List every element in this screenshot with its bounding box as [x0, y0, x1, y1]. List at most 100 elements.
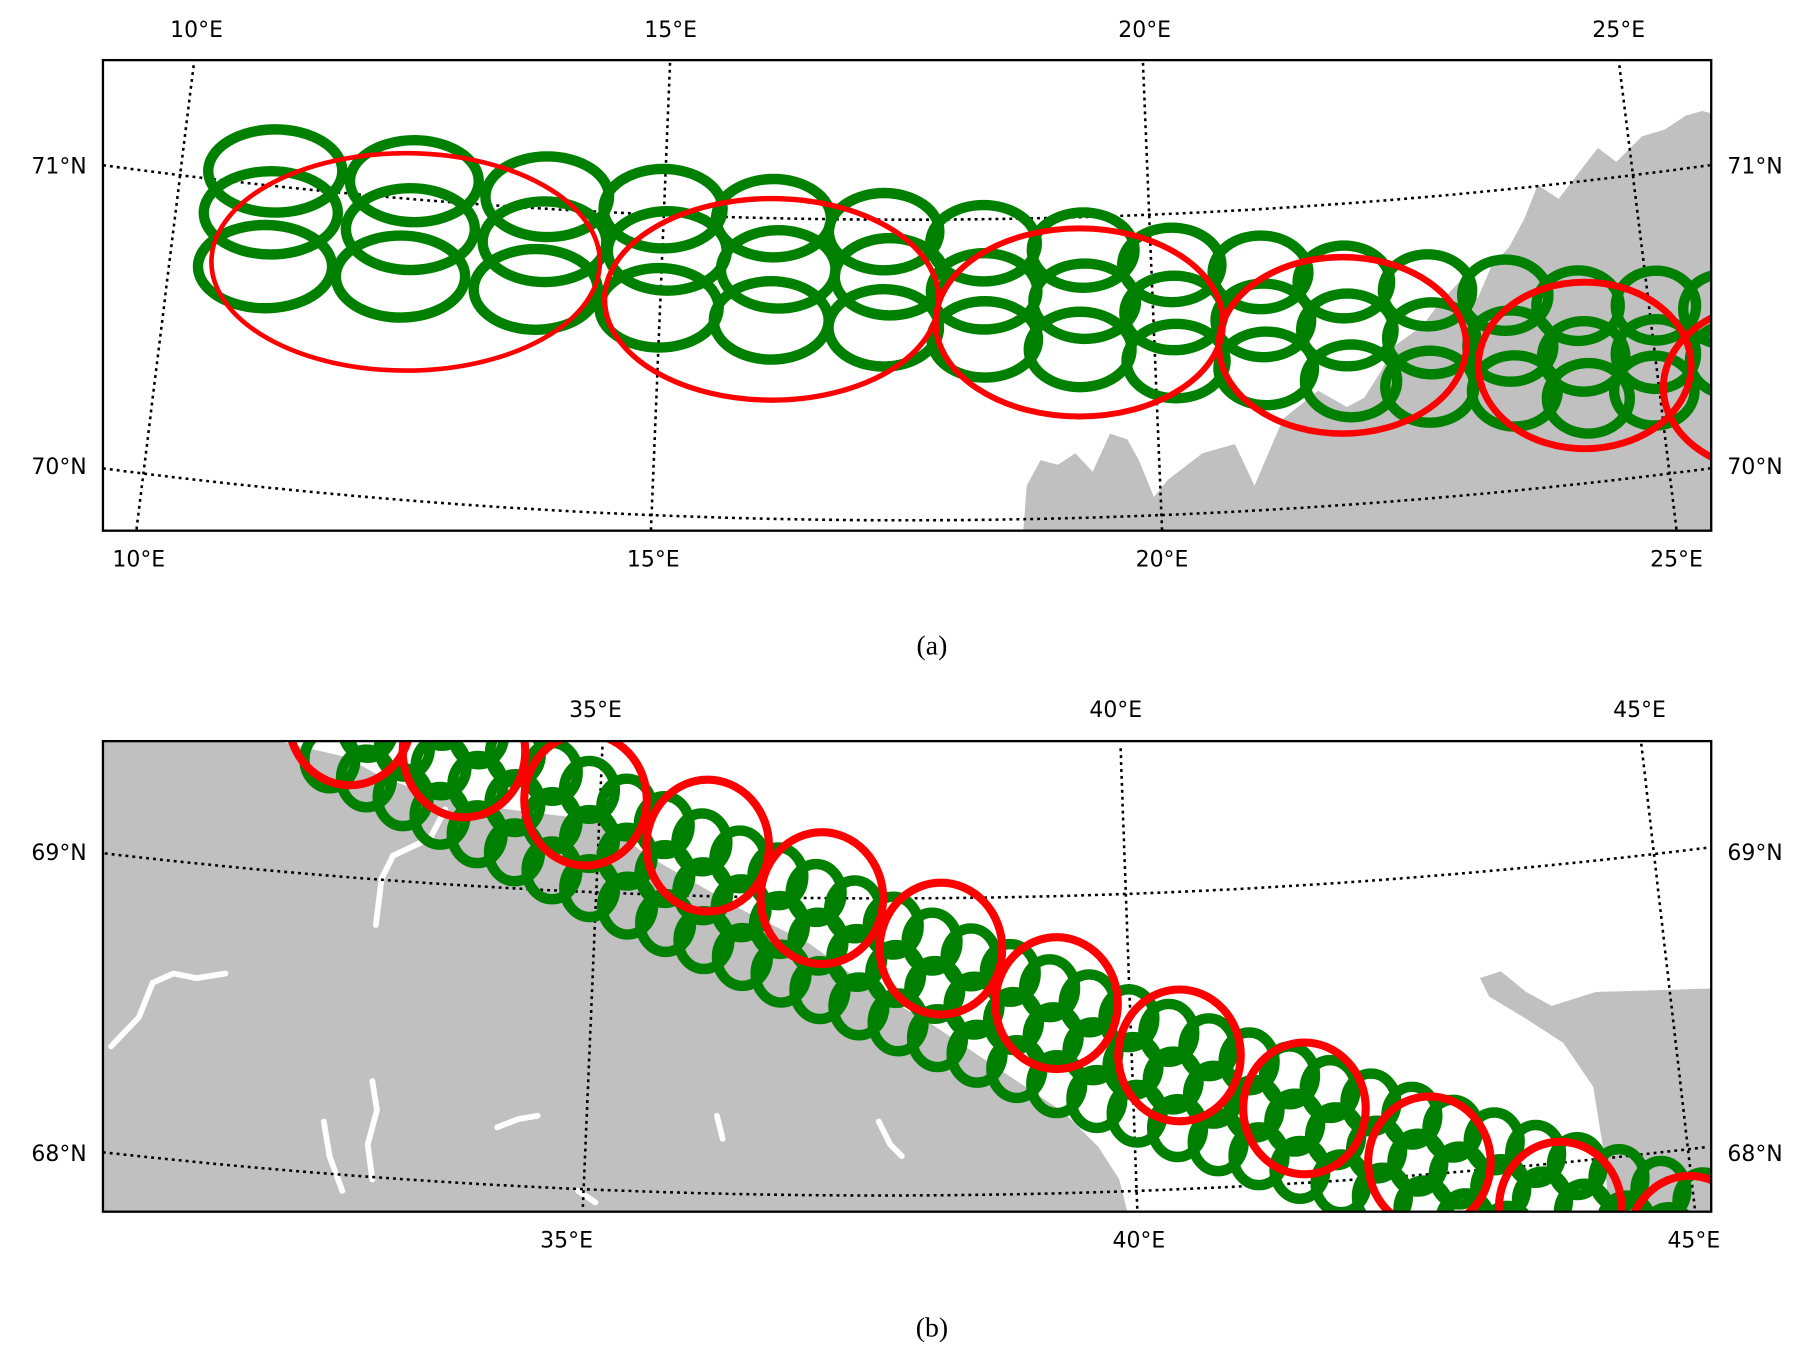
parallel-line	[102, 467, 1711, 522]
graticule-b	[102, 741, 1710, 1209]
small-footprint	[1553, 1178, 1615, 1212]
bottom-tick: 25°E	[1650, 548, 1703, 573]
small-footprint	[1121, 318, 1231, 404]
small-footprints-a	[192, 124, 1712, 439]
land-kola-peninsula	[102, 741, 1128, 1212]
small-footprint	[829, 232, 951, 321]
small-footprint	[1511, 1166, 1574, 1212]
small-footprint	[1456, 254, 1554, 337]
large-footprint	[1659, 314, 1712, 461]
small-footprint	[1178, 1013, 1240, 1082]
meridian-line	[1141, 60, 1164, 531]
large-footprint	[1494, 1137, 1626, 1212]
small-footprint	[1223, 1074, 1285, 1143]
small-footprint	[1116, 222, 1227, 308]
large-footprint	[287, 741, 412, 790]
small-footprint	[468, 243, 603, 335]
small-footprint	[559, 853, 621, 923]
small-footprint	[1299, 339, 1403, 423]
caption-b: (b)	[916, 1313, 948, 1344]
top-tick: 25°E	[1592, 18, 1645, 43]
top-tick: 35°E	[569, 698, 622, 723]
small-footprint	[420, 741, 464, 751]
large-footprint	[1630, 1171, 1712, 1212]
small-footprint	[1393, 1175, 1455, 1212]
small-footprint	[785, 858, 847, 928]
bottom-tick: 15°E	[627, 548, 680, 573]
small-footprint	[339, 741, 397, 763]
small-footprint	[708, 275, 834, 365]
large-footprint	[756, 828, 888, 969]
meridian-line	[1639, 741, 1697, 1209]
meridian-line	[649, 60, 672, 531]
small-footprints-b	[299, 741, 1712, 1212]
map-panel-a: 10°E 15°E 20°E 25°E 10°E 15°E 20°E 25°E …	[31, 18, 1782, 661]
right-tick: 71°N	[1727, 154, 1782, 179]
small-footprint	[448, 741, 509, 770]
caption-a: (a)	[917, 630, 948, 661]
small-footprint	[1436, 1188, 1495, 1212]
small-footprint	[1023, 306, 1137, 393]
left-tick: 68°N	[31, 1142, 86, 1167]
lakes-rivers	[108, 806, 905, 1206]
small-footprint	[1098, 984, 1160, 1053]
small-footprint	[748, 890, 811, 960]
small-footprint	[823, 283, 945, 372]
meridian-line	[1119, 745, 1139, 1209]
meridian-line	[581, 743, 604, 1208]
small-footprint	[1142, 1046, 1204, 1115]
small-footprint	[198, 166, 344, 260]
small-footprint	[1207, 230, 1314, 315]
bottom-tick: 40°E	[1112, 1229, 1165, 1254]
small-footprint	[672, 857, 734, 926]
small-footprint	[446, 800, 508, 869]
large-footprint	[875, 878, 1007, 1019]
small-footprint	[1610, 265, 1702, 346]
large-footprint	[520, 741, 651, 870]
meridian-line	[135, 60, 196, 530]
small-footprint	[1146, 1093, 1209, 1163]
small-footprint	[1026, 207, 1140, 294]
top-tick: 40°E	[1089, 698, 1142, 723]
small-footprint	[865, 939, 927, 1009]
large-footprint	[1215, 253, 1470, 437]
small-footprint	[1299, 1054, 1361, 1124]
small-footprint	[1351, 1162, 1414, 1212]
small-footprint	[828, 972, 890, 1041]
top-tick: 10°E	[170, 18, 223, 43]
large-footprint	[1239, 1038, 1370, 1179]
parallel-line	[104, 846, 1710, 900]
small-footprint	[946, 1019, 1008, 1088]
small-footprint	[340, 182, 481, 276]
left-tick: 71°N	[31, 154, 86, 179]
small-footprint	[1310, 1149, 1372, 1212]
small-footprint	[979, 938, 1041, 1008]
top-tick: 15°E	[644, 18, 697, 43]
small-footprint	[940, 923, 1002, 992]
small-footprint	[1484, 1200, 1530, 1212]
small-footprint	[904, 955, 966, 1025]
small-footprint	[1630, 1155, 1692, 1212]
bottom-tick: 45°E	[1667, 1229, 1720, 1254]
small-footprint	[1264, 1088, 1326, 1157]
large-footprints-b	[287, 741, 1712, 1212]
small-footprint	[521, 836, 583, 905]
left-tick: 70°N	[31, 455, 86, 480]
small-footprint	[483, 818, 546, 887]
bottom-tick: 10°E	[112, 548, 165, 573]
small-footprint	[1187, 1108, 1249, 1177]
small-footprint	[1210, 278, 1317, 363]
bottom-tick: 35°E	[540, 1229, 593, 1254]
small-footprint	[1672, 1167, 1712, 1212]
top-tick: 20°E	[1118, 18, 1171, 43]
small-footprint	[906, 1004, 969, 1073]
small-footprint	[1541, 357, 1636, 439]
small-footprint	[943, 971, 1005, 1040]
large-footprint	[1114, 985, 1245, 1126]
small-footprint	[1677, 270, 1712, 348]
map-panel-b: 35°E 40°E 45°E 35°E 40°E 45°E 69°N 68°N …	[31, 698, 1782, 1344]
small-footprint	[335, 744, 398, 813]
small-footprint	[1504, 1119, 1567, 1189]
bottom-tick: 20°E	[1136, 548, 1189, 573]
